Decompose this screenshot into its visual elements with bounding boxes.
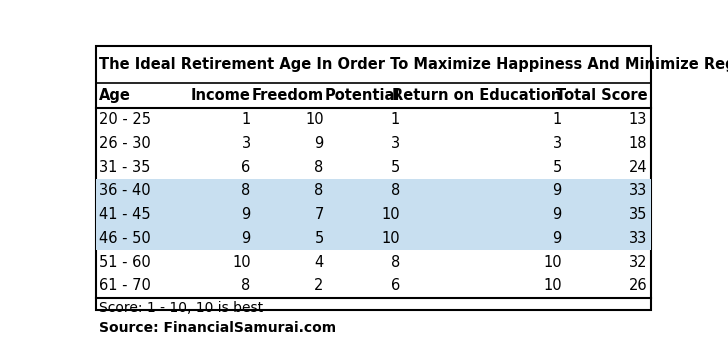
Text: 10: 10: [381, 231, 400, 246]
Text: Age: Age: [99, 88, 131, 103]
Bar: [95, 179, 651, 203]
Text: 33: 33: [629, 231, 647, 246]
Text: 61 - 70: 61 - 70: [99, 278, 151, 293]
Bar: [95, 203, 651, 227]
Text: 31 - 35: 31 - 35: [99, 160, 150, 175]
Text: 36 - 40: 36 - 40: [99, 184, 151, 198]
Text: Income: Income: [191, 88, 250, 103]
Text: 1: 1: [553, 112, 561, 127]
Text: 5: 5: [553, 160, 561, 175]
Text: 18: 18: [629, 136, 647, 151]
Text: 6: 6: [242, 160, 250, 175]
Text: 20 - 25: 20 - 25: [99, 112, 151, 127]
Text: Score: 1 - 10, 10 is best: Score: 1 - 10, 10 is best: [99, 301, 263, 315]
Text: 5: 5: [314, 231, 324, 246]
Text: 33: 33: [629, 184, 647, 198]
Text: 9: 9: [553, 231, 561, 246]
Text: 9: 9: [553, 184, 561, 198]
Text: 24: 24: [629, 160, 647, 175]
Text: 10: 10: [543, 255, 561, 270]
Text: 4: 4: [314, 255, 324, 270]
Text: Freedom: Freedom: [252, 88, 324, 103]
Text: Source: FinancialSamurai.com: Source: FinancialSamurai.com: [99, 321, 336, 335]
Text: Return on Education: Return on Education: [392, 88, 561, 103]
Text: Total Score: Total Score: [555, 88, 647, 103]
Text: 5: 5: [391, 160, 400, 175]
Text: 9: 9: [242, 207, 250, 222]
Text: 10: 10: [381, 207, 400, 222]
Text: 41 - 45: 41 - 45: [99, 207, 151, 222]
Text: 8: 8: [314, 184, 324, 198]
Text: 13: 13: [629, 112, 647, 127]
Text: 32: 32: [629, 255, 647, 270]
Text: 3: 3: [242, 136, 250, 151]
Text: 26: 26: [629, 278, 647, 293]
Text: 10: 10: [543, 278, 561, 293]
Text: Potential: Potential: [325, 88, 400, 103]
Text: 6: 6: [391, 278, 400, 293]
Text: 51 - 60: 51 - 60: [99, 255, 151, 270]
Text: 1: 1: [391, 112, 400, 127]
Text: 9: 9: [242, 231, 250, 246]
Text: 7: 7: [314, 207, 324, 222]
Text: 1: 1: [242, 112, 250, 127]
Bar: [95, 227, 651, 250]
Text: 8: 8: [242, 278, 250, 293]
Text: 9: 9: [314, 136, 324, 151]
Text: 8: 8: [391, 184, 400, 198]
Text: 10: 10: [305, 112, 324, 127]
Text: 2: 2: [314, 278, 324, 293]
Text: The Ideal Retirement Age In Order To Maximize Happiness And Minimize Regret: The Ideal Retirement Age In Order To Max…: [99, 57, 728, 72]
Text: 46 - 50: 46 - 50: [99, 231, 151, 246]
Text: 35: 35: [629, 207, 647, 222]
Text: 3: 3: [553, 136, 561, 151]
Text: 9: 9: [553, 207, 561, 222]
Text: 3: 3: [391, 136, 400, 151]
Text: 8: 8: [391, 255, 400, 270]
Text: 8: 8: [314, 160, 324, 175]
Text: 10: 10: [232, 255, 250, 270]
Text: 26 - 30: 26 - 30: [99, 136, 151, 151]
Text: 8: 8: [242, 184, 250, 198]
